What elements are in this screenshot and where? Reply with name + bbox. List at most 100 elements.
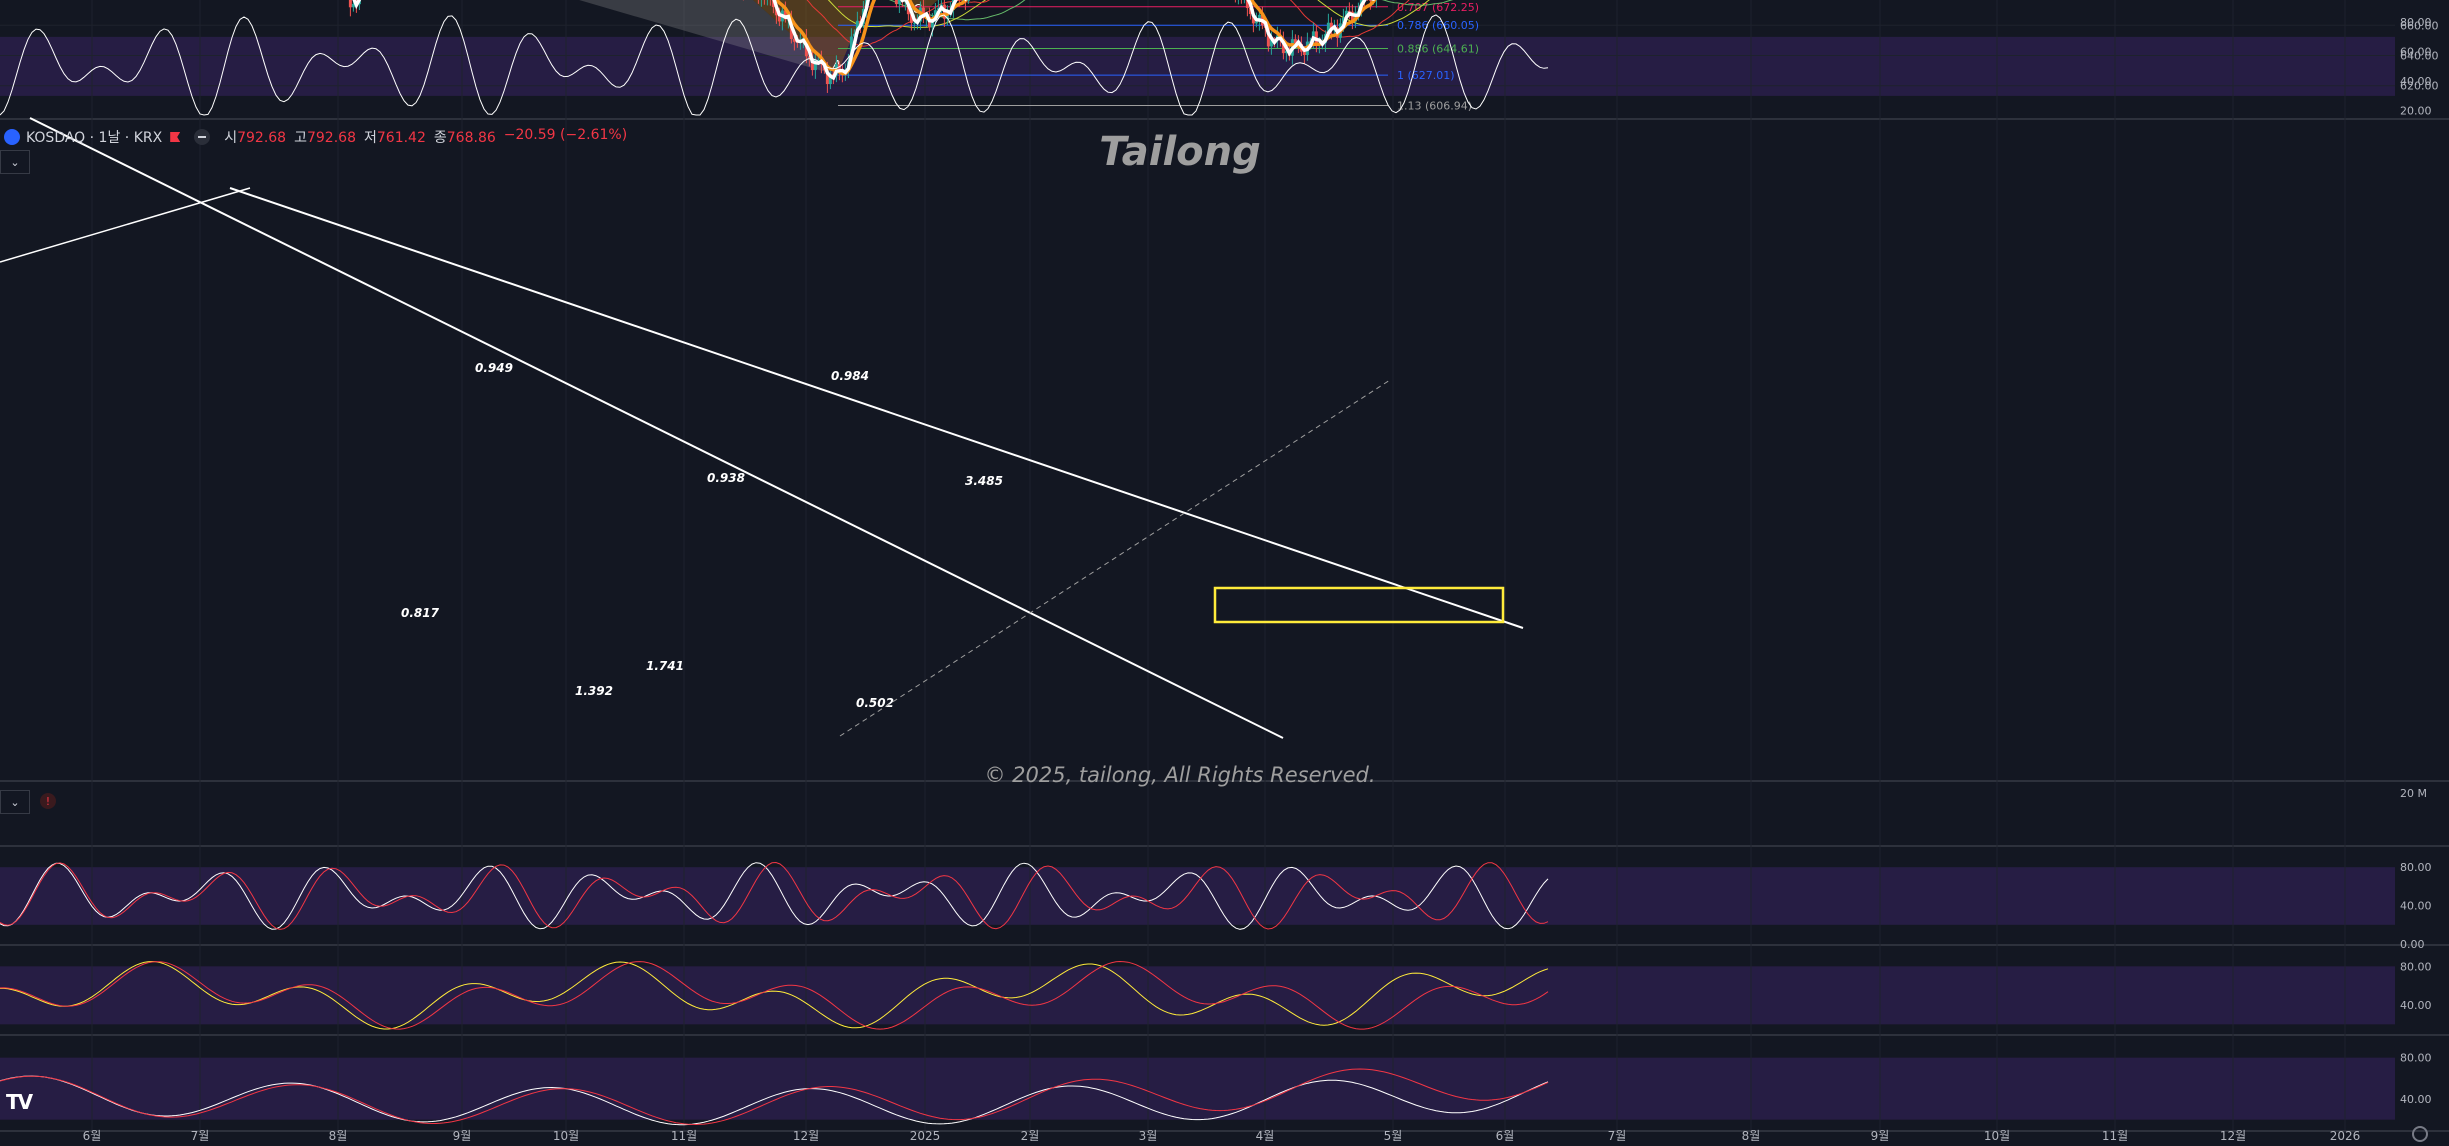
candle-body xyxy=(933,10,937,20)
symbol-title[interactable]: KOSDAQ · 1날 · KRX xyxy=(26,130,163,146)
candle-body xyxy=(966,0,970,1)
oscillator-line xyxy=(0,861,1549,930)
candle-body xyxy=(897,0,901,5)
watermark-title: Tailong xyxy=(1099,129,1261,175)
candle-body xyxy=(1341,17,1345,24)
harmonic-ratio-label: 0.817 xyxy=(401,606,440,620)
symbol-icon[interactable] xyxy=(4,129,20,145)
oscillator-line xyxy=(0,862,1549,930)
warning-icon[interactable]: ! xyxy=(40,793,56,809)
candle-body xyxy=(912,22,916,24)
candle-body xyxy=(810,58,814,71)
candle-body xyxy=(1245,0,1249,9)
candle-body xyxy=(1347,10,1351,12)
oscillator-line xyxy=(0,960,1549,1030)
fib-zone-box xyxy=(1213,586,1505,624)
y-tick-label: 20 M xyxy=(2400,787,2427,800)
collapse-icon[interactable]: ⌄ xyxy=(0,150,30,174)
candle-body xyxy=(930,19,934,28)
x-tick-label: 6월 xyxy=(83,1129,102,1143)
sma-line xyxy=(352,0,1375,81)
harmonic-ratio-label: 3.485 xyxy=(965,474,1003,488)
fib-level-label: 0.786 (660.05) xyxy=(1397,19,1479,32)
candle-body xyxy=(1251,14,1255,24)
candle-body xyxy=(783,10,787,20)
x-tick-label: 11월 xyxy=(2102,1129,2128,1143)
oscillator-line xyxy=(0,1068,1549,1126)
indicator-band xyxy=(0,966,2395,1025)
trend-line xyxy=(0,187,251,263)
x-tick-label: 11월 xyxy=(671,1129,697,1143)
candle-body xyxy=(825,70,829,85)
candle-body xyxy=(1293,39,1297,44)
fib-level-label: 0.707 (672.25) xyxy=(1397,1,1479,14)
candle-body xyxy=(1329,22,1333,31)
sma-line xyxy=(806,0,1410,47)
y-tick-label: 660.00 xyxy=(2400,19,2439,32)
y-tick-label: 40.00 xyxy=(2400,999,2432,1012)
x-tick-label: 12월 xyxy=(793,1129,819,1143)
x-tick-label: 5월 xyxy=(1384,1129,1403,1143)
y-tick-label: 80.00 xyxy=(2400,1052,2432,1065)
y-tick-label: 40.00 xyxy=(2400,1093,2432,1106)
settings-icon[interactable] xyxy=(2412,1126,2428,1142)
fib-trend-line xyxy=(839,379,1391,737)
oscillator-line xyxy=(0,1075,1549,1126)
flag-icon[interactable] xyxy=(170,132,181,142)
hide-icon[interactable] xyxy=(194,129,211,145)
y-tick-label: 80.00 xyxy=(2400,16,2432,29)
x-tick-label: 7월 xyxy=(1608,1129,1627,1143)
y-tick-label: 640.00 xyxy=(2400,50,2439,63)
harmonic-ratio-label: 0.949 xyxy=(475,361,513,375)
harmonic-ratio-label: 0.502 xyxy=(856,696,894,710)
indicator-band xyxy=(0,867,2395,925)
harmonic-ratio-label: 0.984 xyxy=(831,369,869,383)
y-tick-label: 80.00 xyxy=(2400,960,2432,973)
y-tick-label: 60.00 xyxy=(2400,46,2432,59)
candle-body xyxy=(792,38,796,42)
candle-body xyxy=(1281,38,1285,54)
candle-body xyxy=(855,20,859,34)
candle-body xyxy=(1350,11,1354,22)
x-tick-label: 3월 xyxy=(1139,1129,1158,1143)
indicator-band xyxy=(0,1057,2395,1120)
x-tick-label: 2026 xyxy=(2330,1129,2361,1143)
candle-body xyxy=(351,3,355,8)
candle-body xyxy=(828,73,832,85)
candle-body xyxy=(1302,51,1306,56)
candle-body xyxy=(348,0,352,8)
oscillator-line xyxy=(0,14,1549,116)
x-tick-label: 10월 xyxy=(553,1129,579,1143)
candle-body xyxy=(1326,22,1330,35)
harmonic-ratio-label: 0.938 xyxy=(707,471,745,485)
y-tick-label: 40.00 xyxy=(2400,900,2432,913)
collapse-icon[interactable]: ⌄ xyxy=(0,790,30,814)
candle-body xyxy=(909,14,913,23)
trend-line xyxy=(29,117,1284,739)
symbol-header: KOSDAQ · 1날 · KRX 시792.68 고792.68 저761.4… xyxy=(0,122,627,152)
y-tick-label: 0.00 xyxy=(2400,938,2425,951)
candle-body xyxy=(921,7,925,18)
fib-level-label: 1.13 (606.94) xyxy=(1397,99,1472,112)
candle-body xyxy=(813,59,817,71)
y-tick-label: 80.00 xyxy=(2400,861,2432,874)
harmonic-triangle xyxy=(579,0,837,76)
watermark-copyright: © 2025, tailong, All Rights Reserved. xyxy=(984,763,1375,787)
x-tick-label: 6월 xyxy=(1496,1129,1515,1143)
harmonic-ratio-label: 1.392 xyxy=(575,684,613,698)
x-tick-label: 2월 xyxy=(1021,1129,1040,1143)
candle-body xyxy=(1269,40,1273,47)
x-tick-label: 12월 xyxy=(2220,1129,2246,1143)
change-value: −20.59 (−2.61%) xyxy=(503,127,628,143)
candle-body xyxy=(1248,8,1252,15)
candle-body xyxy=(1254,21,1258,24)
tradingview-logo-icon[interactable]: TV xyxy=(6,1090,33,1114)
x-tick-label: 4월 xyxy=(1256,1129,1275,1143)
indicator-band xyxy=(0,36,2395,96)
x-tick-label: 9월 xyxy=(1871,1129,1890,1143)
x-tick-label: 10월 xyxy=(1984,1129,2010,1143)
x-tick-label: 8월 xyxy=(1742,1129,1761,1143)
candle-body xyxy=(1266,27,1270,47)
